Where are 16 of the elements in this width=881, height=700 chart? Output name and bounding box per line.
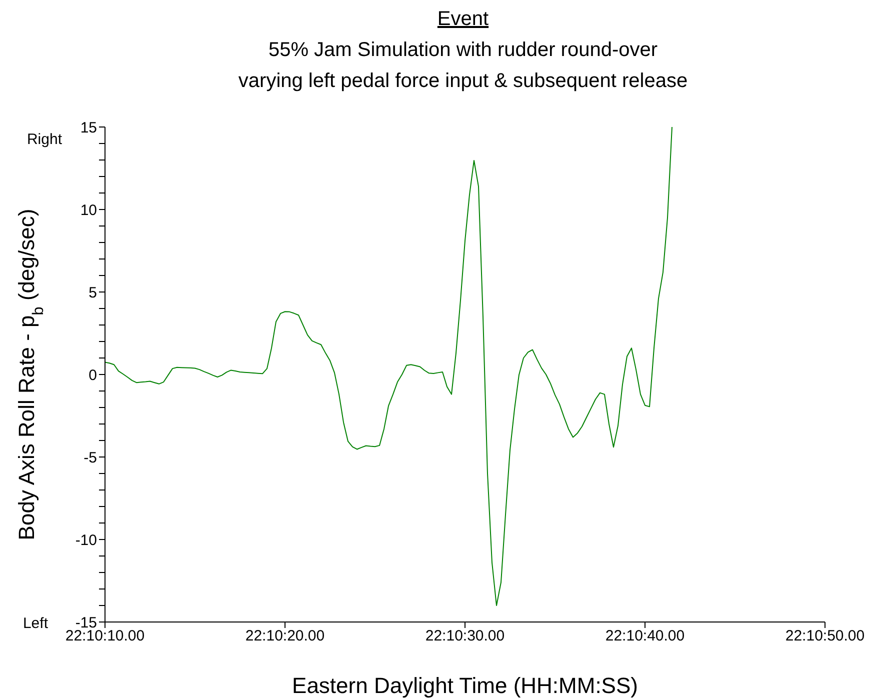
line-series bbox=[105, 127, 672, 606]
x-tick-label: 22:10:50.00 bbox=[785, 628, 865, 645]
chart-title: Event bbox=[437, 8, 490, 30]
y-tick-label: 0 bbox=[88, 366, 97, 384]
y-tick-label: 15 bbox=[80, 119, 97, 136]
y-tick-label: -5 bbox=[84, 449, 97, 466]
text: Left bbox=[22, 615, 49, 632]
x-axis-title: Eastern Daylight Time (HH:MM:SS) bbox=[292, 673, 638, 698]
x-tick-label: 22:10:20.00 bbox=[245, 628, 325, 645]
y-tick-label: 5 bbox=[88, 284, 97, 302]
chart-subtitle: 55% Jam Simulation with rudder round-over varying left pedal force input & subsequent release bbox=[238, 39, 688, 92]
y-tick-label: -10 bbox=[75, 532, 97, 549]
x-tick-label: 22:10:30.00 bbox=[425, 628, 505, 645]
text: Right bbox=[26, 131, 63, 148]
y-tick-label: 10 bbox=[80, 202, 97, 219]
x-tick-label: 22:10:40.00 bbox=[605, 628, 685, 645]
